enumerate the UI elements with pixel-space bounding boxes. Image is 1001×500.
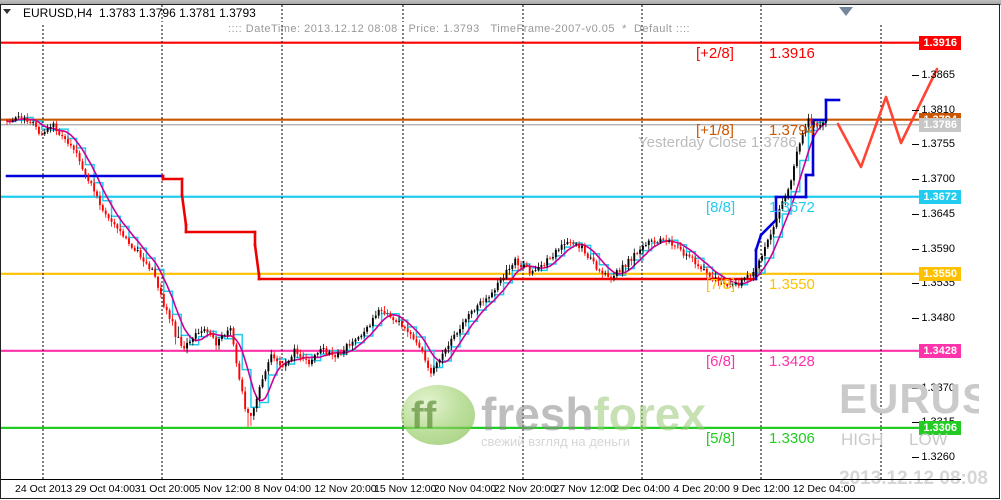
svg-text:freshforex: freshforex xyxy=(481,388,706,440)
svg-text:свежий взгляд на деньги: свежий взгляд на деньги xyxy=(481,434,630,449)
svg-text:ff: ff xyxy=(411,395,437,437)
